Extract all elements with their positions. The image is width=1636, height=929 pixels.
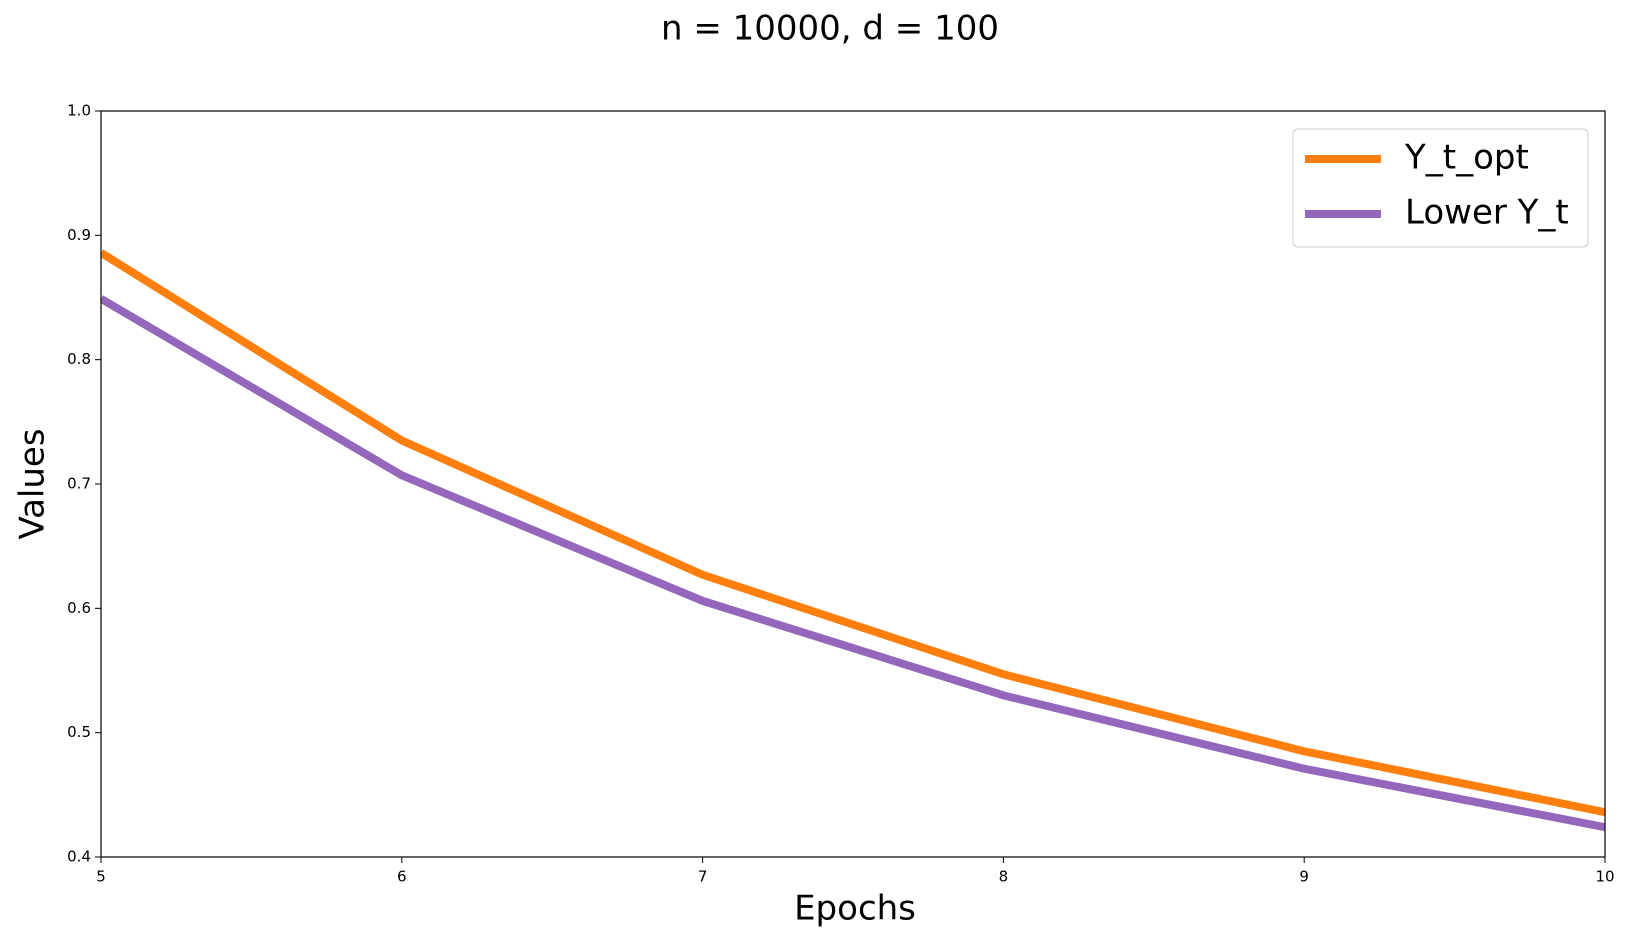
x-tick-label: 7 bbox=[698, 868, 708, 886]
y-tick-label: 0.6 bbox=[67, 599, 91, 617]
y-tick-label: 0.7 bbox=[67, 475, 91, 493]
x-tick-label: 5 bbox=[96, 868, 106, 886]
x-tick-label: 9 bbox=[1299, 868, 1309, 886]
chart-title: n = 10000, d = 100 bbox=[661, 9, 999, 49]
plot-frame bbox=[100, 110, 1606, 858]
y-tick-label: 1.0 bbox=[67, 102, 91, 120]
legend-label: Lower Y_t bbox=[1405, 193, 1569, 233]
series-line bbox=[101, 249, 1605, 817]
x-axis-label: Epochs bbox=[794, 889, 916, 929]
y-tick-label: 0.8 bbox=[67, 350, 91, 368]
x-tick-label: 8 bbox=[999, 868, 1009, 886]
series-line bbox=[101, 295, 1605, 832]
y-tick-label: 0.5 bbox=[67, 723, 91, 741]
legend-label: Y_t_opt bbox=[1404, 138, 1529, 178]
x-tick-label: 6 bbox=[397, 868, 407, 886]
y-axis-label: Values bbox=[13, 428, 53, 539]
x-tick-label: 10 bbox=[1595, 868, 1614, 886]
y-tick-label: 0.4 bbox=[67, 848, 91, 866]
y-tick-label: 0.9 bbox=[67, 226, 91, 244]
